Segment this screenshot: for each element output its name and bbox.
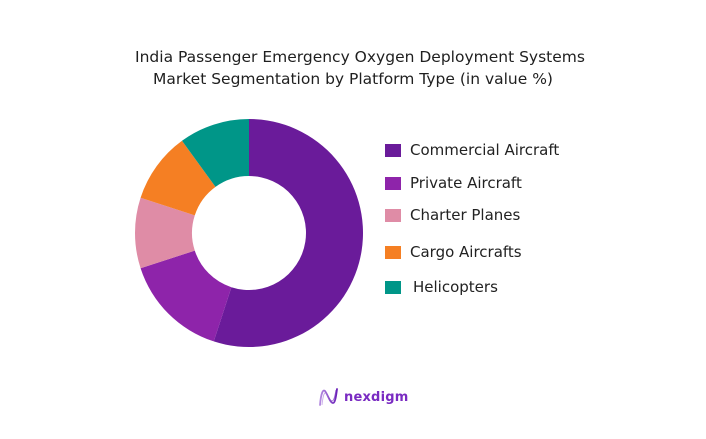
- chart-title-line-1: India Passenger Emergency Oxygen Deploym…: [135, 48, 585, 66]
- donut-chart: [135, 119, 363, 347]
- brand-logo: nexdigm: [318, 387, 408, 407]
- donut-slice-cargo-aircrafts: [140, 140, 216, 216]
- legend-swatch: [385, 176, 401, 190]
- legend-item-private-aircraft: Private Aircraft: [385, 174, 522, 192]
- legend-item-charter-planes: Charter Planes: [385, 206, 520, 224]
- legend-swatch: [385, 143, 401, 157]
- donut-slice-commercial-aircraft: [213, 119, 363, 347]
- legend-label: Private Aircraft: [410, 174, 522, 192]
- legend-item-cargo-aircrafts: Cargo Aircrafts: [385, 243, 522, 261]
- chart-title: India Passenger Emergency Oxygen Deploym…: [0, 46, 706, 90]
- donut-slice-helicopters: [181, 119, 249, 187]
- donut-slice-charter-planes: [135, 197, 195, 269]
- legend-item-helicopters: Helicopters: [385, 278, 498, 296]
- donut-slice-private-aircraft: [140, 250, 232, 342]
- nexdigm-wave-logo-icon: [319, 388, 338, 406]
- legend-label: Cargo Aircrafts: [410, 243, 522, 261]
- chart-title-line-2: Market Segmentation by Platform Type (in…: [153, 70, 553, 88]
- legend-label: Charter Planes: [410, 206, 521, 224]
- legend-item-commercial-aircraft: Commercial Aircraft: [385, 141, 559, 159]
- legend-swatch: [385, 208, 401, 222]
- legend-label: Helicopters: [413, 278, 498, 296]
- brand-name: nexdigm: [344, 389, 409, 405]
- legend-swatch: [385, 245, 401, 259]
- legend-label: Commercial Aircraft: [410, 141, 560, 159]
- legend-swatch: [385, 280, 401, 294]
